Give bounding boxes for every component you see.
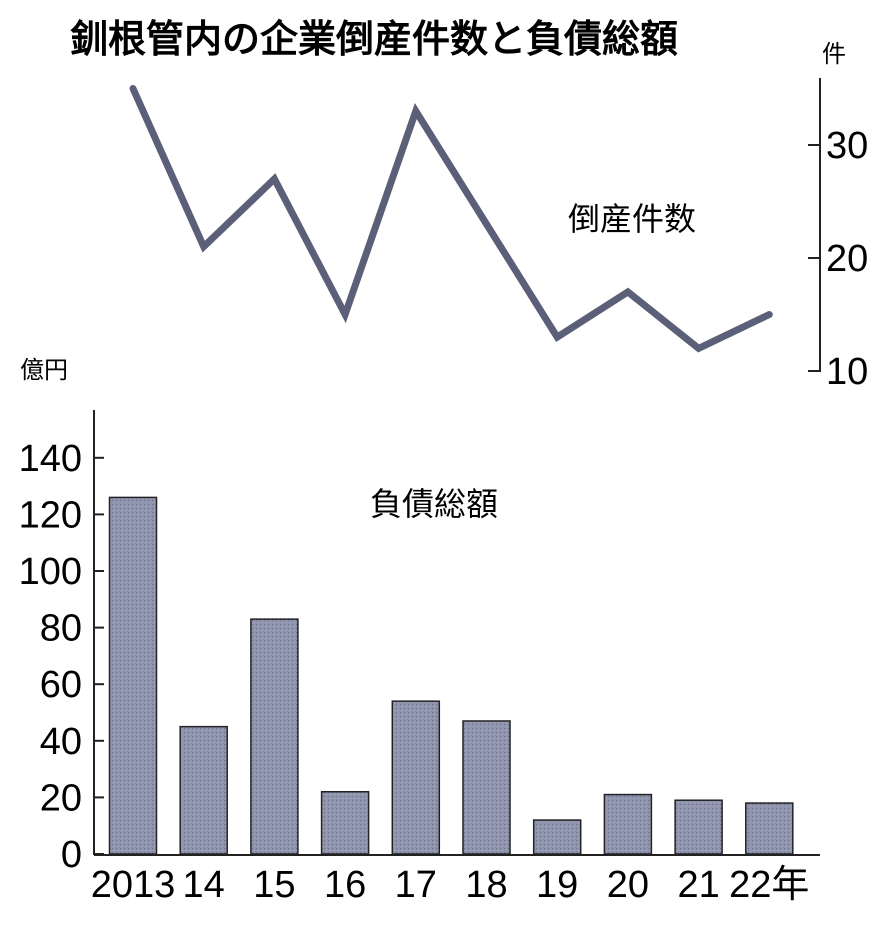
x-tick-label: 22年 <box>729 864 809 906</box>
bar-series <box>108 496 794 855</box>
bar-y-tick-label: 140 <box>19 438 82 480</box>
bar <box>745 802 794 855</box>
x-tick-label: 20 <box>607 864 649 906</box>
bar-y-tick-label: 40 <box>40 721 82 763</box>
bar-y-tick-label: 100 <box>19 551 82 593</box>
x-tick-label: 14 <box>183 864 225 906</box>
x-tick-label: 16 <box>324 864 366 906</box>
bar <box>108 496 158 855</box>
bar-y-tick-label: 0 <box>61 834 82 876</box>
x-tick-label: 19 <box>536 864 578 906</box>
bar <box>179 725 228 855</box>
bar-y-tick-label: 80 <box>40 608 82 650</box>
bar <box>391 700 441 855</box>
bar <box>462 720 511 855</box>
line-series <box>129 85 773 353</box>
chart-title: 釧根管内の企業倒産件数と負債総額 <box>70 17 678 61</box>
bar <box>320 790 370 855</box>
bar-series-label: 負債総額 <box>370 485 498 523</box>
line-series-path <box>129 85 773 353</box>
line-y-tick-label: 10 <box>826 351 868 393</box>
line-y-tick-label: 20 <box>826 238 868 280</box>
bar-unit-label: 億円 <box>20 356 68 384</box>
line-y-tick-label: 30 <box>826 125 868 167</box>
bar <box>674 799 723 855</box>
x-tick-labels: 2013 14 15 16 17 18 19 20 21 22年 <box>91 864 810 906</box>
bar-y-tick-label: 20 <box>40 777 82 819</box>
bar-y-tick-label: 60 <box>40 664 82 706</box>
line-series-label: 倒産件数 <box>568 200 696 238</box>
bar <box>250 618 299 855</box>
line-unit-label: 件 <box>822 40 846 68</box>
bar <box>603 793 653 855</box>
x-tick-label: 18 <box>465 864 507 906</box>
x-tick-label: 17 <box>395 864 437 906</box>
x-tick-label: 15 <box>253 864 295 906</box>
bar <box>532 819 582 855</box>
x-tick-label: 2013 <box>91 864 176 906</box>
line-y-ticks: 10 20 30 <box>808 125 868 393</box>
x-tick-label: 21 <box>677 864 719 906</box>
bar-y-tick-label: 120 <box>19 494 82 536</box>
bar-y-ticks: 0 20 40 60 80 100 120 140 <box>19 438 104 876</box>
